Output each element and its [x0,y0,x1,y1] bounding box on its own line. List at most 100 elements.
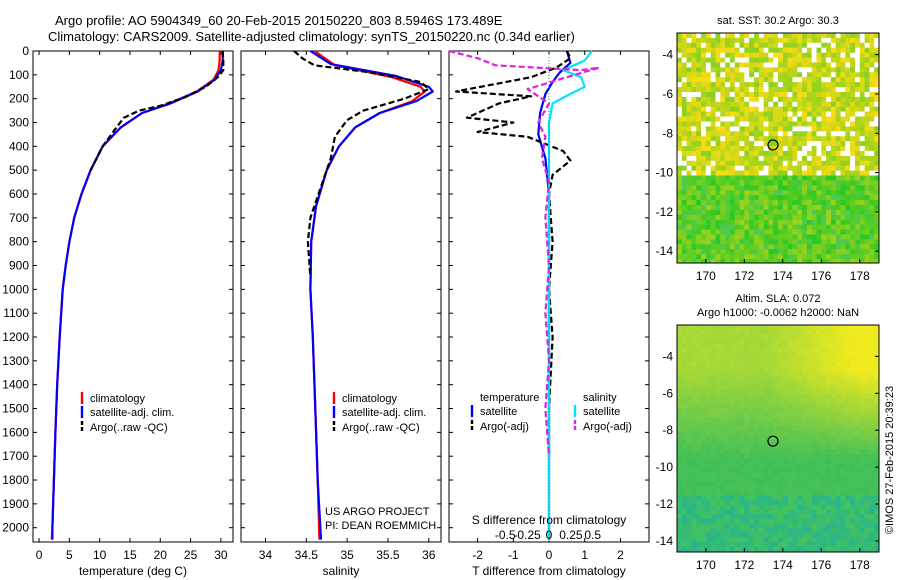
sla_map-cell [754,366,760,372]
sst_map-cell [758,200,765,206]
sla_map-cell [696,491,702,497]
sla_map-cell [691,468,697,474]
sst_map-cell [864,150,870,157]
sla_map-cell [744,537,750,543]
sst_map-cell [821,33,827,39]
sla_map-cell [720,348,726,354]
sst_map-cell [715,37,721,44]
sst_map-cell [830,106,837,113]
sst_map-cell [802,87,808,93]
sla_map-cell [821,440,827,446]
sst_map-cell [855,72,861,78]
sst_map-cell [739,170,745,177]
sla_map-cell [874,338,879,344]
sst_map-cell [739,234,745,240]
sst_map-cell [811,200,818,206]
sla_map-cell [729,380,736,386]
sla_map-cell [691,352,697,358]
sst_map-cell [845,87,851,93]
sst_map-cell [749,150,755,157]
sla_map-cell [792,481,798,488]
sst_map-cell [720,96,726,103]
sla_map-cell [806,385,813,391]
sla_map-cell [845,528,851,534]
sst_map-cell [696,52,702,59]
sst_map-cell [705,47,712,54]
sst_map-cell [835,160,842,167]
sst_map-cell [696,126,702,132]
sla_map-cell [792,504,798,511]
sst_map-cell [677,180,683,186]
sst_map-cell [874,249,879,255]
sst_map-cell [778,101,784,108]
sst_map-cell [797,155,803,162]
sst_map-cell [705,67,712,73]
sla_map-cell [806,454,813,460]
sst_map-cell [874,180,879,186]
sla_map-cell [686,468,692,474]
sst_map-cell [778,116,784,122]
sst_map-cell [773,96,779,103]
sla_map-cell [855,532,861,538]
sla_map-cell [681,477,688,483]
sst_map-cell [696,155,702,162]
sla_map-cell [729,361,736,368]
sla_map-cell [754,468,760,474]
sla_map-cell [710,426,717,432]
sla_map-cell [864,398,870,404]
sst_map-cell [734,87,741,93]
sst_map-cell [850,170,856,177]
sla_map-cell [725,468,731,474]
salinity-legend-label: Argo(..raw -QC) [342,422,420,434]
sla_map-cell [782,523,789,529]
sst_map-cell [763,170,769,177]
sla_map-cell [677,426,683,432]
sla_map-cell [855,518,861,524]
sla_map-cell [744,380,750,386]
sla_map-cell [811,366,818,372]
sla_map-cell [811,408,818,414]
sst_map-cell [758,239,765,245]
sla_map-cell [869,435,875,441]
sst_map-cell [720,52,726,59]
sst_map-cell [874,92,879,98]
sla_map-cell [874,348,879,354]
sst_map-cell [845,160,851,167]
sla_map-cell [855,528,861,534]
sla_map-cell [677,375,683,381]
sst_map-cell [845,259,851,263]
salinity-legend-label: satellite-adj. clim. [342,407,426,419]
sla_map-cell [787,366,793,372]
sst_map-cell [816,33,822,39]
sst_map-cell [705,185,712,191]
sla_map-cell [840,458,846,464]
sla_map-cell [720,325,726,331]
sla_map-cell [734,417,741,423]
sla_map-cell [701,352,707,358]
sst_map-cell [845,219,851,226]
sst_map-cell [681,106,688,113]
sst_map-cell [855,254,861,260]
sla_map-cell [778,394,784,400]
sla_map-cell [734,546,741,552]
sst_map-cell [739,165,745,172]
sla_map-cell [821,398,827,404]
sst_map-cell [710,239,717,245]
sla_map-cell [811,481,818,488]
sla_map-cell [734,394,741,400]
sst_map-cell [845,96,851,103]
sst_map-cell [874,155,879,162]
sla_map-cell [840,334,846,340]
sla_map-cell [821,394,827,400]
sst_map-cell [705,101,712,108]
sla_map-cell [725,380,731,386]
sla_map-cell [797,380,803,386]
sst_map-cell [826,185,832,191]
sla_map-cell [802,495,808,501]
sla_map-cell [720,518,726,524]
sst_map-cell [855,131,861,137]
sla_map-cell [705,412,712,418]
sla_map-cell [850,380,856,386]
sst_map-cell [869,234,875,240]
sla_map-cell [845,486,851,492]
